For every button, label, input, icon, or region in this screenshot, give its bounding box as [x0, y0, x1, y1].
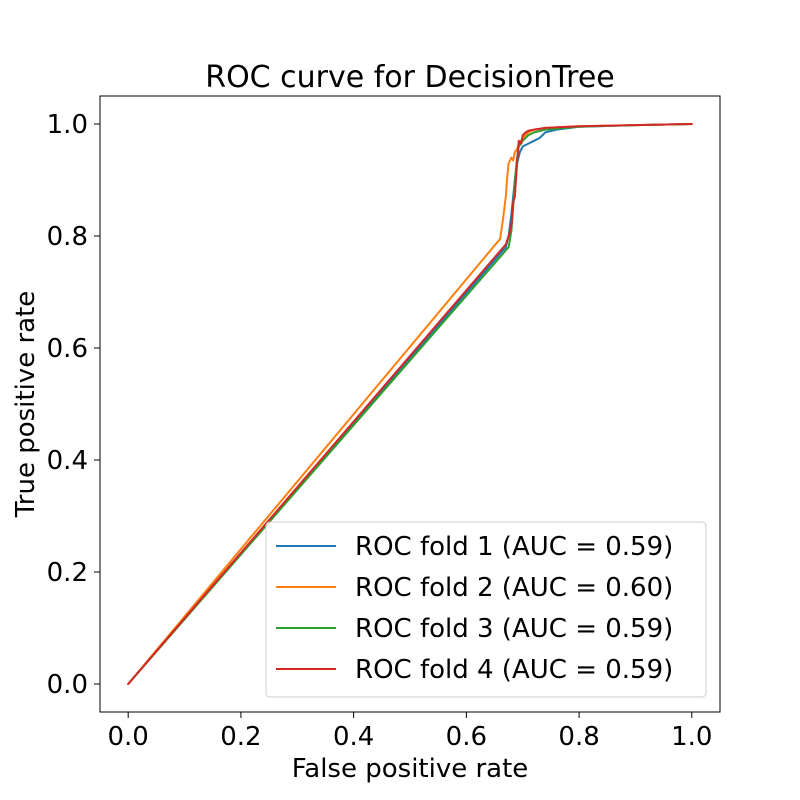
plot-lines [127, 123, 693, 685]
y-tick-label: 0.2 [47, 558, 88, 588]
x-axis-ticks: 0.0 0.2 0.4 0.6 0.8 1.0 [108, 712, 712, 752]
y-tick-label: 1.0 [47, 110, 88, 140]
y-tick-label: 0.8 [47, 222, 88, 252]
legend-box [265, 521, 707, 698]
y-tick-label: 0.6 [47, 334, 88, 364]
legend-label-fold-2: ROC fold 2 (AUC = 0.60) [355, 573, 673, 603]
chart-title: ROC curve for DecisionTree [205, 60, 615, 95]
roc-fold-4-line [127, 123, 693, 685]
x-tick-label: 1.0 [671, 722, 712, 752]
y-tick-label: 0.4 [47, 446, 88, 476]
legend-label-fold-4: ROC fold 4 (AUC = 0.59) [355, 655, 673, 685]
x-tick-label: 0.8 [558, 722, 599, 752]
plot-frame [99, 95, 721, 713]
legend: ROC fold 1 (AUC = 0.59) ROC fold 2 (AUC =… [265, 521, 707, 698]
x-tick-label: 0.6 [446, 722, 487, 752]
y-axis-ticks: 0.0 0.2 0.4 0.6 0.8 1.0 [47, 110, 100, 700]
y-tick-label: 0.0 [47, 670, 88, 700]
x-tick-label: 0.2 [220, 722, 261, 752]
legend-items: ROC fold 1 (AUC = 0.59) ROC fold 2 (AUC =… [276, 532, 673, 685]
x-tick-label: 0.4 [333, 722, 374, 752]
x-tick-label: 0.0 [108, 722, 149, 752]
y-axis-label: True positive rate [11, 291, 41, 519]
legend-label-fold-3: ROC fold 3 (AUC = 0.59) [355, 614, 673, 644]
legend-label-fold-1: ROC fold 1 (AUC = 0.59) [355, 532, 673, 562]
x-axis-label: False positive rate [292, 754, 529, 784]
